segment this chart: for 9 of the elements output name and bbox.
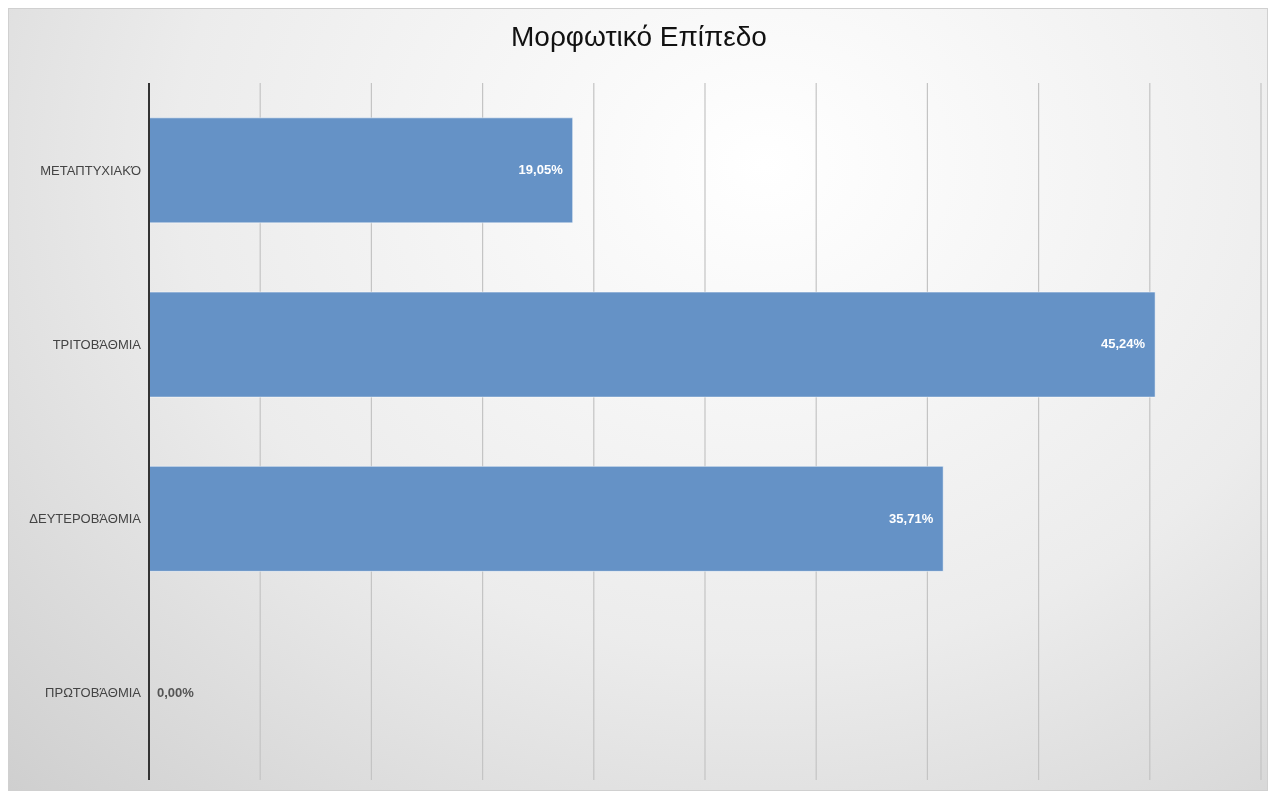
chart-title: Μορφωτικό Επίπεδο xyxy=(510,21,768,53)
y-tick-label: ΔΕΥΤΕΡΟΒΆΘΜΙΑ xyxy=(29,511,142,527)
data-label: 0,00% xyxy=(157,683,194,702)
data-label: 35,71% xyxy=(889,509,934,528)
y-tick-label: ΤΡΙΤΟΒΆΘΜΙΑ xyxy=(52,336,142,352)
data-label: 19,05% xyxy=(518,161,563,180)
y-tick-label: ΠΡΩΤΟΒΆΘΜΙΑ xyxy=(45,685,142,701)
data-label: 45,24% xyxy=(1101,335,1146,354)
y-tick-label: ΜΕΤΑΠΤΥΧΙΑΚΌ xyxy=(40,162,141,178)
